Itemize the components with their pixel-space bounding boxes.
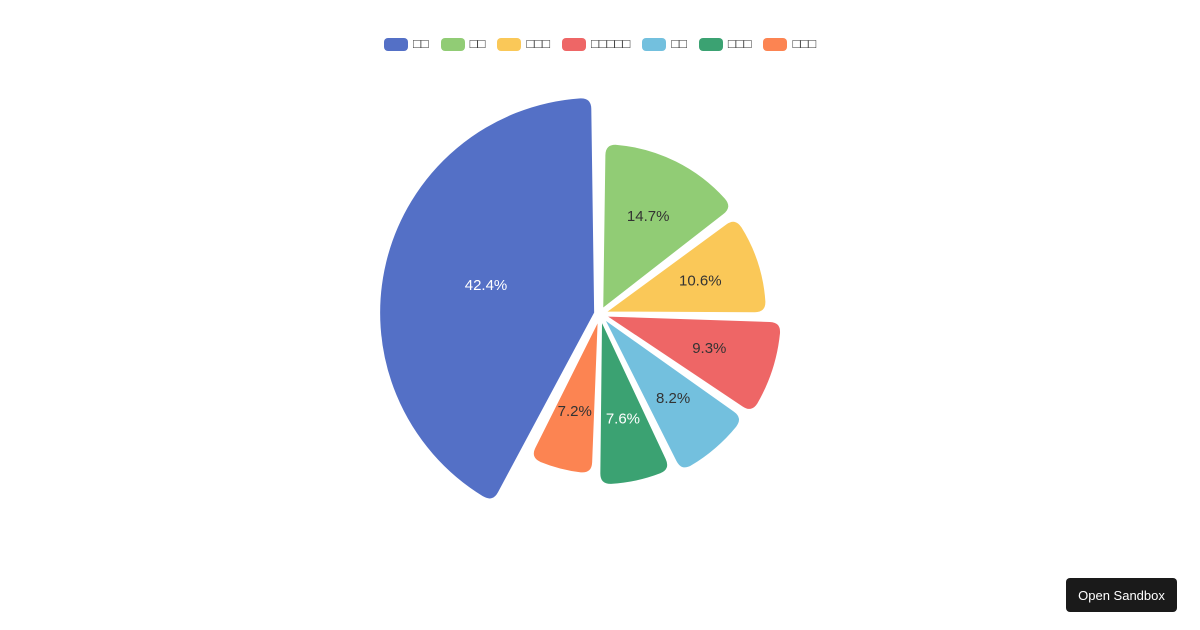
legend-item[interactable]: □□ [383,36,429,51]
slice-data-label: 8.2% [656,390,690,407]
pie-slice[interactable] [601,142,731,312]
slice-data-label: 7.2% [558,403,592,420]
slice-data-label: 42.4% [465,277,508,294]
legend-swatch [642,37,667,51]
legend-swatch [561,37,586,51]
pie-slice[interactable] [602,316,741,470]
legend-swatch [383,37,408,51]
legend-item[interactable]: □□□ [698,36,752,51]
legend-swatch [698,37,723,51]
pie-slice[interactable] [601,314,782,411]
slice-data-label: 10.6% [679,272,722,289]
legend-swatch [763,37,788,51]
legend-item[interactable]: □□ [642,37,687,51]
legend-label: □□ [412,36,429,51]
chart-legend: □□ □□ □□□ □□□□□ □□ □□□ □□□ [0,34,1200,54]
legend-label: □□□ [526,36,550,51]
legend-label: □□□ [727,36,752,51]
legend-label: □□ [469,36,486,51]
legend-swatch [440,37,465,51]
slice-data-label: 14.7% [627,208,670,225]
legend-item[interactable]: □□□ [763,37,816,51]
slice-data-label: 7.6% [606,411,640,428]
legend-label: □□ [671,36,687,51]
pie-slice[interactable] [378,96,597,501]
legend-item[interactable]: □□□ [497,37,550,51]
pie-slice[interactable] [601,219,768,315]
legend-swatch [497,37,522,51]
legend-item[interactable]: □□ [440,36,486,51]
legend-item[interactable]: □□□□□ [561,36,631,51]
slice-data-label: 9.3% [692,340,726,357]
legend-label: □□□□□ [590,36,631,51]
legend-label: □□□ [792,36,817,51]
pie-slice[interactable] [598,318,670,486]
open-sandbox-button[interactable]: Open Sandbox [1066,578,1177,612]
pie-slice[interactable] [531,318,600,475]
